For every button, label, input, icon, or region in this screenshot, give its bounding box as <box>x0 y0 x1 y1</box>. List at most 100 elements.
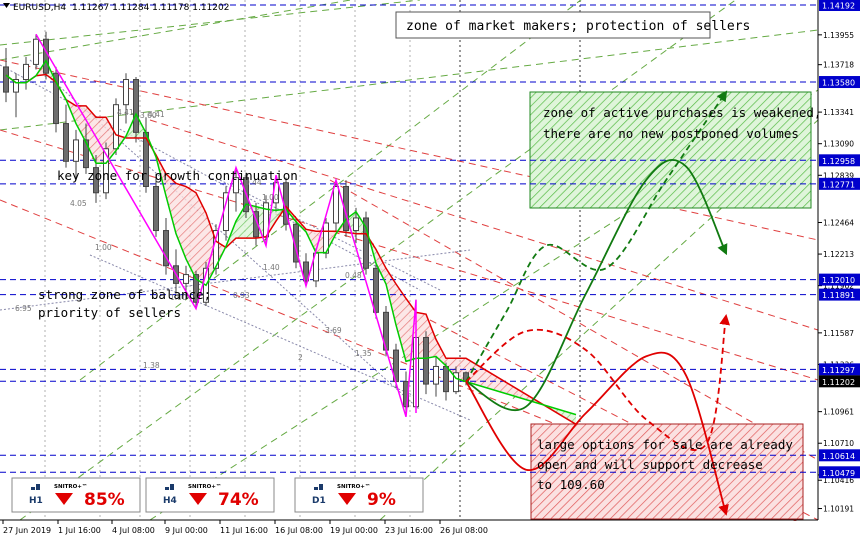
timeframe-bars-icon <box>165 487 169 490</box>
zigzag-line <box>35 33 417 418</box>
indicator-value-label: 0.44 <box>245 178 262 187</box>
x-tick-label: 26 Jul 08:00 <box>440 526 488 535</box>
indicator-value-label: 1.00 <box>95 243 112 252</box>
chart-header: EURUSD,H4 1.11267 1.11284 1.11178 1.1120… <box>3 3 229 13</box>
candle-body <box>23 63 29 81</box>
symbol-timeframe: EURUSD,H4 <box>13 3 66 13</box>
x-tick-label: 19 Jul 00:00 <box>330 526 378 535</box>
cloud-segment <box>166 173 176 234</box>
cloud-segment <box>496 376 506 394</box>
price-level-tag <box>819 273 860 286</box>
price-level-tag <box>819 449 860 462</box>
x-tick-label: 1 Jul 16:00 <box>58 526 101 535</box>
y-tick-label: 1.11587 <box>823 329 854 338</box>
indicator-value-label: 3.69 <box>325 326 342 335</box>
signal-badge-brand: SNITRO+™ <box>337 483 370 490</box>
down-arrow-icon <box>338 493 356 505</box>
signal-badge-frame <box>145 477 275 513</box>
price-level-tag <box>819 363 860 376</box>
dotted-fib-line <box>219 179 441 291</box>
annotation-options-line1: large options for sale are already <box>537 437 793 452</box>
indicator-value-label: 1.00 <box>262 193 279 202</box>
candle-body <box>303 261 309 282</box>
candle-body <box>103 148 109 194</box>
candle-body <box>233 177 239 194</box>
price-axis: 1.13955 1.13718 1.13341 1.13090 1.12839 1.124… <box>817 0 860 538</box>
timeframe-bars-icon <box>36 484 40 490</box>
cloud-segment <box>376 249 386 285</box>
candle-body <box>63 123 69 162</box>
price-level-tag <box>819 288 860 301</box>
indicator-value-label: 2 <box>298 353 303 362</box>
signal-badge-brand: SNITRO+™ <box>188 483 221 490</box>
annotation-balance-line1: strong zone of balance; <box>38 287 211 302</box>
indicator-value-label: 6.95 <box>15 304 32 313</box>
y-tick-label: 1.10416 <box>823 476 854 485</box>
down-arrow-icon <box>55 493 73 505</box>
y-tick-label: 1.10191 <box>823 505 854 514</box>
ohlc-readout: 1.11267 1.11284 1.11178 1.11202 <box>72 3 229 13</box>
down-arrow-icon <box>189 493 207 505</box>
candle-body <box>193 274 199 303</box>
forecast-path-green-solid <box>465 158 728 412</box>
candle-body <box>353 217 359 232</box>
candle-body <box>33 38 39 65</box>
indicator-value-labels: 4.050.441.006.951.003.6921.003.001.380.9… <box>15 108 372 370</box>
price-level-label: 1.10614 <box>822 452 855 461</box>
indicator-value-label: 0.93 <box>233 291 250 300</box>
candle-body <box>13 79 19 93</box>
candle-body <box>373 267 379 313</box>
candle-body <box>183 274 189 284</box>
y-tick-label: 1.13955 <box>823 31 854 40</box>
timeframe-bars-icon <box>319 484 323 490</box>
signal-badge-frame <box>294 477 424 513</box>
candle-body <box>363 217 369 269</box>
price-level-label: 1.12771 <box>822 180 855 189</box>
cloud-segment <box>186 186 196 279</box>
dropdown-triangle-icon[interactable] <box>3 3 10 8</box>
x-tick-label: 4 Jul 08:00 <box>112 526 155 535</box>
y-tick-label: 1.10710 <box>823 439 854 448</box>
price-level-tag <box>819 76 860 89</box>
cloud-segment <box>236 204 246 239</box>
y-tick-label: 1.13341 <box>823 108 854 117</box>
sell-zone-box <box>530 423 804 520</box>
candle-body <box>343 185 349 232</box>
price-level-label: 1.12958 <box>822 157 855 166</box>
y-tick-label: 1.13090 <box>823 140 854 149</box>
y-tick-label: 1.12213 <box>823 250 854 259</box>
cloud-segment <box>176 183 186 259</box>
signal-badge-brand: SNITRO+™ <box>54 483 87 490</box>
indicator-value-label: 4.41 <box>148 110 165 119</box>
indicator-value-label: 1.35 <box>355 349 372 358</box>
forecast-path-red-solid <box>465 351 729 516</box>
candle-body <box>53 72 59 125</box>
timeframe-bars-icon <box>170 484 174 490</box>
timeframe-bars-icon <box>31 487 35 490</box>
candle-body <box>93 167 99 194</box>
signal-badge-timeframe: H1 <box>29 496 43 506</box>
signal-badge-value: 74% <box>218 490 259 510</box>
candle-body <box>453 372 459 393</box>
price-level-label: 1.11202 <box>822 378 855 387</box>
indicator-value-label: 4.05 <box>70 199 87 208</box>
x-tick-label: 9 Jul 00:00 <box>165 526 208 535</box>
price-level-lines <box>0 4 818 473</box>
y-tick-label: 1.13718 <box>823 61 854 70</box>
candle-body <box>163 230 169 267</box>
cloud-segment <box>196 192 206 286</box>
candle-body <box>133 79 139 133</box>
cloud-segment <box>396 284 406 362</box>
y-tick-label: 1.12464 <box>823 218 854 227</box>
candle-body <box>423 337 429 385</box>
red-channel-line <box>0 59 819 241</box>
signal-badge-timeframe: H4 <box>163 496 177 506</box>
candle-body <box>113 104 119 150</box>
forecast-path-red-dashed <box>465 313 731 451</box>
price-level-tag <box>819 177 860 190</box>
y-tick-label: 1.12839 <box>823 171 854 180</box>
red-channel-line <box>0 129 819 381</box>
x-tick-label: 27 Jun 2019 <box>3 526 51 535</box>
